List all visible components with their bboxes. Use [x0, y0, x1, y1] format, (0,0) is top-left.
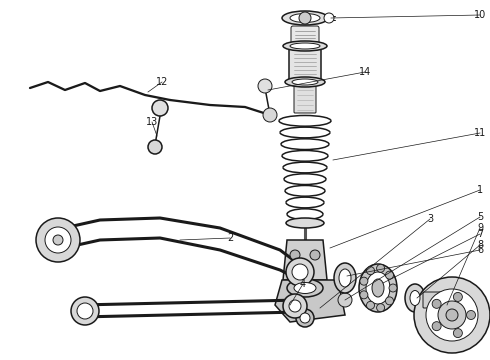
Circle shape: [152, 100, 168, 116]
Circle shape: [77, 303, 93, 319]
Circle shape: [377, 264, 385, 272]
Circle shape: [367, 301, 374, 309]
FancyBboxPatch shape: [291, 26, 319, 46]
Text: 9: 9: [477, 223, 483, 233]
FancyBboxPatch shape: [294, 86, 316, 113]
Circle shape: [300, 313, 310, 323]
Circle shape: [338, 293, 352, 307]
Ellipse shape: [290, 14, 320, 23]
Circle shape: [36, 218, 80, 262]
Ellipse shape: [359, 264, 397, 312]
Circle shape: [289, 300, 301, 312]
Polygon shape: [283, 240, 327, 280]
Circle shape: [386, 271, 393, 279]
Circle shape: [283, 294, 307, 318]
Text: 4: 4: [300, 279, 306, 289]
Ellipse shape: [290, 43, 320, 49]
Circle shape: [438, 301, 466, 329]
Text: 3: 3: [427, 214, 433, 224]
Text: 1: 1: [477, 185, 483, 195]
Ellipse shape: [294, 283, 316, 293]
Ellipse shape: [287, 279, 323, 297]
FancyBboxPatch shape: [289, 48, 321, 82]
Ellipse shape: [334, 263, 356, 293]
Text: 11: 11: [474, 128, 486, 138]
Ellipse shape: [366, 272, 390, 304]
Circle shape: [426, 289, 478, 341]
Circle shape: [414, 277, 490, 353]
Circle shape: [386, 297, 393, 305]
Circle shape: [292, 264, 308, 280]
Circle shape: [377, 304, 385, 312]
Ellipse shape: [339, 269, 351, 287]
Circle shape: [71, 297, 99, 325]
Text: 6: 6: [477, 245, 483, 255]
Circle shape: [453, 329, 463, 338]
Circle shape: [446, 309, 458, 321]
Circle shape: [360, 291, 368, 299]
Circle shape: [299, 12, 311, 24]
Ellipse shape: [405, 284, 425, 312]
Circle shape: [453, 292, 463, 301]
FancyBboxPatch shape: [423, 292, 445, 308]
Circle shape: [45, 227, 71, 253]
Circle shape: [310, 250, 320, 260]
Ellipse shape: [410, 291, 420, 306]
Circle shape: [263, 108, 277, 122]
Text: 5: 5: [477, 212, 483, 222]
Circle shape: [148, 140, 162, 154]
Circle shape: [258, 79, 272, 93]
Circle shape: [367, 267, 374, 275]
Polygon shape: [275, 280, 345, 322]
Text: 13: 13: [146, 117, 158, 127]
Circle shape: [296, 309, 314, 327]
Circle shape: [290, 250, 300, 260]
Text: 2: 2: [227, 233, 233, 243]
Ellipse shape: [283, 41, 327, 51]
Circle shape: [466, 310, 475, 320]
Circle shape: [389, 284, 397, 292]
FancyBboxPatch shape: [293, 253, 318, 287]
Ellipse shape: [282, 11, 328, 25]
Text: 8: 8: [477, 240, 483, 250]
Text: 14: 14: [359, 67, 371, 77]
Ellipse shape: [372, 279, 384, 297]
Circle shape: [53, 235, 63, 245]
Circle shape: [324, 13, 334, 23]
Circle shape: [432, 322, 441, 331]
Circle shape: [432, 299, 441, 308]
Text: 7: 7: [477, 229, 483, 239]
Text: 12: 12: [156, 77, 168, 87]
Text: 10: 10: [474, 10, 486, 20]
Circle shape: [286, 258, 314, 286]
Ellipse shape: [292, 79, 318, 85]
Circle shape: [360, 277, 368, 285]
Ellipse shape: [285, 77, 325, 87]
Ellipse shape: [286, 218, 324, 228]
